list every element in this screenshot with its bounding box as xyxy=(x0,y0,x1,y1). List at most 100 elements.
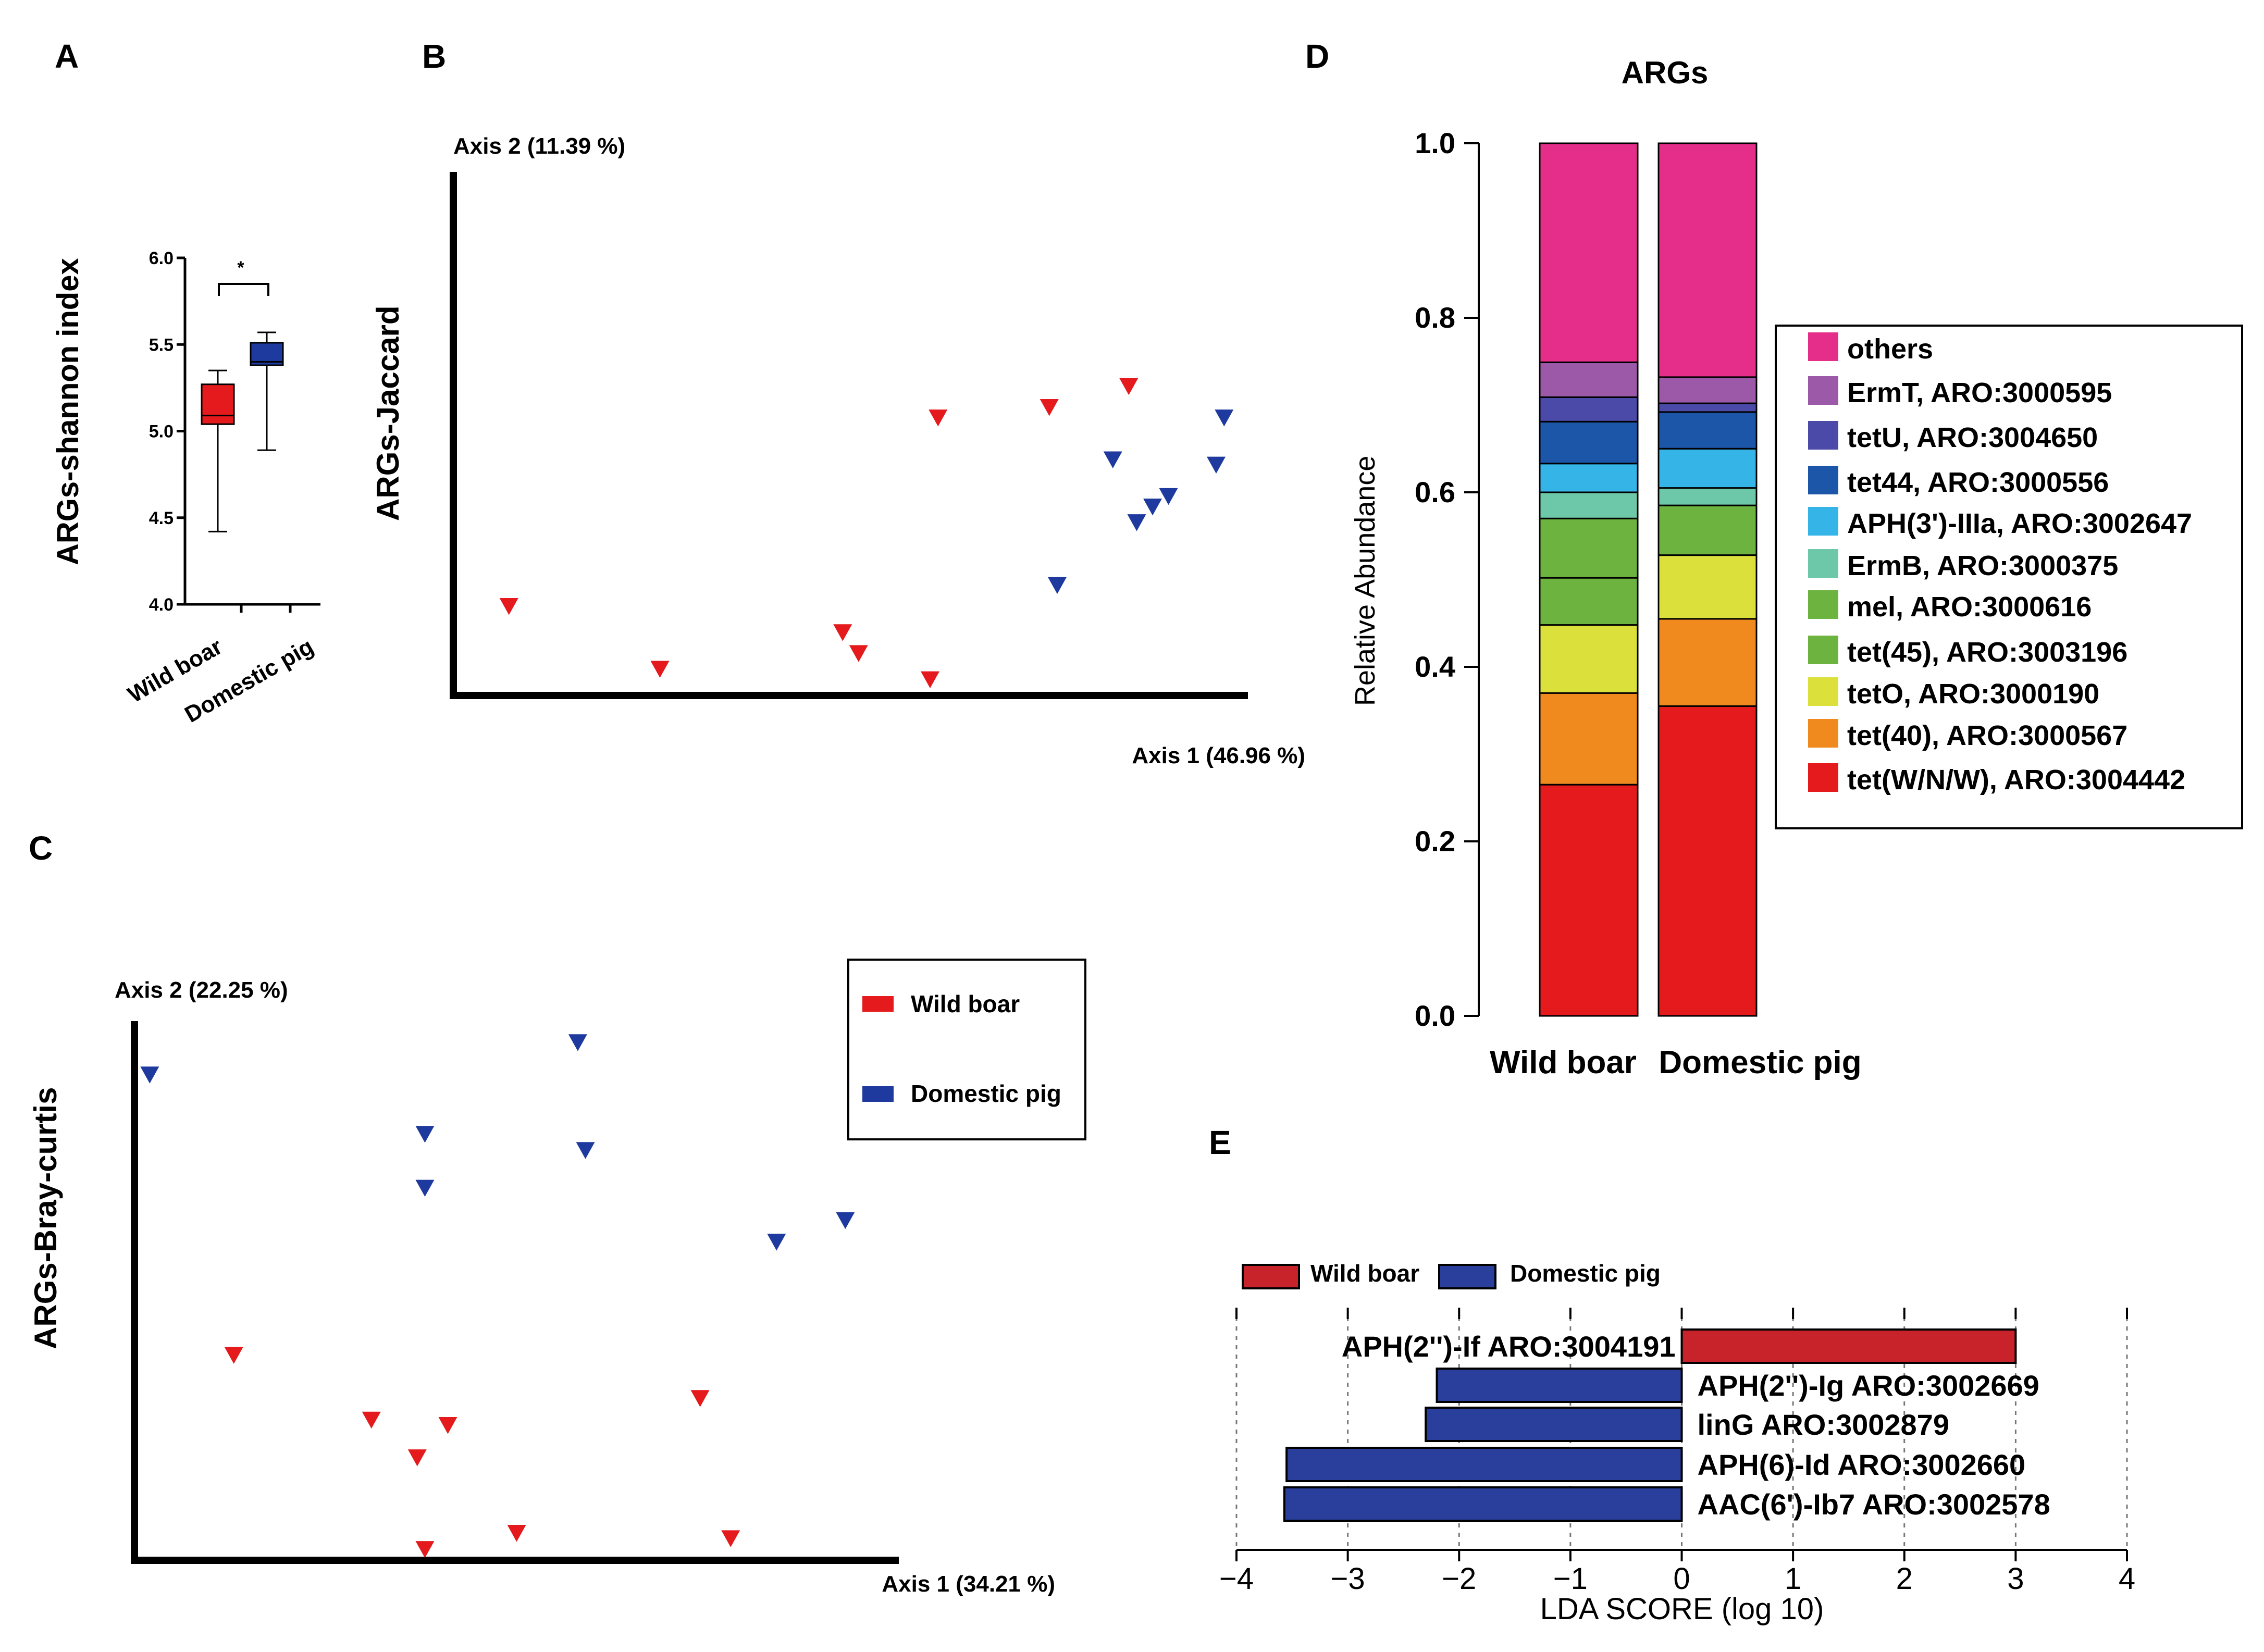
panel-d-segment-mel-aro-3000616 xyxy=(1539,517,1639,579)
panel-c-point-wild-boar xyxy=(690,1390,710,1407)
panel-d-segment-tet44-aro-3000556 xyxy=(1539,420,1639,465)
panel-a-box-body xyxy=(201,383,235,425)
panel-c-point-domestic-pig xyxy=(140,1066,159,1084)
panel-d-legend-swatch-ermt-aro-3000595 xyxy=(1808,376,1838,405)
panel-d-segment-tetu-aro-3004650 xyxy=(1539,396,1639,423)
panel-c-point-domestic-pig xyxy=(415,1179,435,1197)
panel-a-ytick-label: 6.0 xyxy=(149,249,174,268)
panel-label-e: E xyxy=(1209,1124,1231,1161)
panel-d-legend-label-tet-w-n-w-aro-3004442: tet(W/N/W), ARO:3004442 xyxy=(1847,764,2185,796)
panel-c-point-wild-boar xyxy=(415,1541,435,1558)
panel-d-bars xyxy=(1539,142,1758,1017)
panel-d-segment-mel-aro-3000616 xyxy=(1657,504,1758,556)
panel-e-legend-label-wild-boar: Wild boar xyxy=(1310,1260,1419,1287)
panel-d-stacked-bar: ARGs Relative Abundance 0.0 0.2 0.4 0.6 0.8 1… xyxy=(1350,55,2243,1080)
panel-d-segment-tet-45-aro-3003196 xyxy=(1539,577,1639,626)
panel-c-point-wild-boar xyxy=(407,1449,427,1467)
panel-d-legend-swatch-tet44-aro-3000556 xyxy=(1808,466,1838,494)
panel-a-boxplot: ARGs-shannon index 4.04.55.05.56.0 * Wil… xyxy=(51,249,320,728)
panel-d-legend-swatch-tet-45-aro-3003196 xyxy=(1808,636,1838,664)
panel-b-point-wild-boar xyxy=(849,645,868,662)
panel-c-point-domestic-pig xyxy=(415,1126,435,1143)
panel-c-scatter: ARGs-Bray-curtis Axis 2 (22.25 %) Axis 1… xyxy=(28,959,1086,1597)
panel-d-legend-swatch-aph-3-iiia-aro-3002647 xyxy=(1808,507,1838,536)
panel-b-ylabel: ARGs-Jaccard xyxy=(370,305,405,521)
panel-d-xtick-domestic-pig: Domestic pig xyxy=(1659,1045,1861,1080)
panel-a-ytick-label: 4.5 xyxy=(149,508,174,528)
panel-d-xtick-wild-boar: Wild boar xyxy=(1490,1045,1637,1080)
panel-e-bar-label: APH(6)-Id ARO:3002660 xyxy=(1698,1448,2026,1481)
panel-e-axis: −4 −3 −2 −1 0 1 2 3 4 xyxy=(1219,1549,2135,1596)
panel-label-a: A xyxy=(55,38,79,75)
panel-d-legend-label-teto-aro-3000190: tetO, ARO:3000190 xyxy=(1847,678,2099,710)
panel-d-segment-aph-3-iiia-aro-3002647 xyxy=(1657,448,1758,489)
panel-c-legend-label-wild-boar: Wild boar xyxy=(911,990,1020,1017)
panel-d-segment-ermt-aro-3000595 xyxy=(1657,376,1758,404)
panel-d-legend-label-ermt-aro-3000595: ErmT, ARO:3000595 xyxy=(1847,377,2112,408)
panel-b-point-wild-boar xyxy=(921,671,939,689)
panel-e-xtick-label: 3 xyxy=(2007,1562,2024,1596)
panel-e-bar-aph-2-ig-aro-3002669 xyxy=(1436,1368,1683,1403)
panel-a-significance-bracket xyxy=(218,283,269,296)
panel-d-segment-tet-40-aro-3000567 xyxy=(1657,618,1758,707)
panel-d-segment-tet-w-n-w-aro-3004442 xyxy=(1657,705,1758,1017)
panel-b-point-domestic-pig xyxy=(1048,577,1067,594)
panel-a-box-domestic-pig xyxy=(250,331,284,451)
panel-d-title: ARGs xyxy=(1622,55,1709,90)
panel-b-point-domestic-pig xyxy=(1127,514,1146,531)
panel-d-ytick-label: 0.4 xyxy=(1415,650,1455,683)
panel-d-legend-swatch-teto-aro-3000190 xyxy=(1808,677,1838,706)
panel-e-legend-swatch-wild-boar xyxy=(1242,1264,1300,1289)
panel-c-axis2-label: Axis 2 (22.25 %) xyxy=(115,977,288,1003)
panel-b-point-domestic-pig xyxy=(1143,499,1162,516)
panel-c-point-wild-boar xyxy=(438,1417,457,1434)
panel-label-b: B xyxy=(422,38,446,75)
panel-c-point-wild-boar xyxy=(507,1525,526,1542)
panel-d-legend-label-aph-3-iiia-aro-3002647: APH(3')-IIIa, ARO:3002647 xyxy=(1847,508,2192,539)
panel-d-segment-others xyxy=(1539,142,1639,363)
panel-c-point-wild-boar xyxy=(362,1411,381,1429)
panel-e-bar-aph-2-if-aro-3004191 xyxy=(1680,1328,2017,1364)
panel-e-bar-aac-6-ib7-aro-3002578 xyxy=(1283,1486,1683,1522)
panel-a-boxes xyxy=(201,331,284,532)
panel-e-xtick-label: −2 xyxy=(1442,1562,1476,1596)
panel-d-legend-swatch-ermb-aro-3000375 xyxy=(1808,549,1838,578)
panel-c-legend-swatch-domestic-pig xyxy=(862,1086,894,1102)
panel-a-ytick-label: 5.5 xyxy=(149,335,174,355)
panel-d-segment-ermt-aro-3000595 xyxy=(1539,361,1639,398)
panel-e-bar-aph-6-id-aro-3002660 xyxy=(1285,1447,1683,1482)
panel-d-ytick-label: 0.8 xyxy=(1415,301,1455,334)
panel-e-xlabel: LDA SCORE (log 10) xyxy=(1540,1592,1824,1626)
panel-b-scatter: ARGs-Jaccard Axis 2 (11.39 %) Axis 1 (46… xyxy=(370,133,1305,768)
panel-b-point-domestic-pig xyxy=(1103,451,1122,468)
panel-e-bar-ling-aro-3002879 xyxy=(1425,1407,1683,1442)
panel-c-legend xyxy=(847,959,1086,1140)
panel-b-point-wild-boar xyxy=(1119,378,1139,395)
panel-d-legend-label-tet-40-aro-3000567: tet(40), ARO:3000567 xyxy=(1847,720,2127,751)
panel-b-xlabel: Axis 1 (46.96 %) xyxy=(1132,743,1305,768)
panel-b-point-wild-boar xyxy=(833,624,852,641)
panel-b-point-wild-boar xyxy=(499,598,518,615)
panel-b-point-wild-boar xyxy=(650,661,670,678)
panel-d-legend-swatch-mel-aro-3000616 xyxy=(1808,590,1838,619)
panel-c-point-domestic-pig xyxy=(767,1234,786,1251)
panel-d-legend-label-others: others xyxy=(1847,333,1933,365)
panel-e-xtick-label: 2 xyxy=(1896,1562,1913,1596)
panel-b-point-domestic-pig xyxy=(1215,409,1234,427)
panel-c-legend-label-domestic-pig: Domestic pig xyxy=(911,1080,1061,1107)
panel-d-segment-others xyxy=(1657,142,1758,378)
panel-e-bar-label: AAC(6')-Ib7 ARO:3002578 xyxy=(1698,1488,2050,1521)
panel-a-axes: 4.0 4.5 5.0 5.5 6.0 xyxy=(149,249,320,615)
panel-a-box-wild-boar xyxy=(201,369,235,532)
panel-d-segment-ermb-aro-3000375 xyxy=(1657,487,1758,506)
panel-e-lda: Wild boar Domestic pig APH(2'')-If ARO:3… xyxy=(1219,1260,2135,1626)
panel-c-ylabel: ARGs-Bray-curtis xyxy=(28,1087,63,1349)
panel-b-point-domestic-pig xyxy=(1159,488,1178,505)
panel-d-legend-swatch-tetu-aro-3004650 xyxy=(1808,421,1838,450)
panel-d-segment-tet-40-aro-3000567 xyxy=(1539,692,1639,786)
panel-d-legend-label-tet44-aro-3000556: tet44, ARO:3000556 xyxy=(1847,467,2109,498)
panel-d-legend-items: others ErmT, ARO:3000595 tetU, ARO:3004650… xyxy=(1808,332,2192,796)
panel-d-ytick-label: 1.0 xyxy=(1415,127,1455,159)
panel-d-segment-tet-w-n-w-aro-3004442 xyxy=(1539,784,1639,1017)
